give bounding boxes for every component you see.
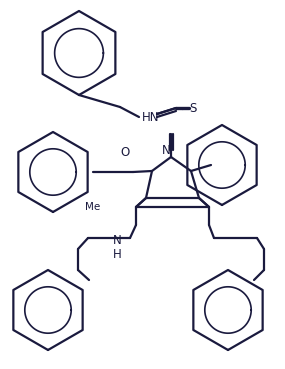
Text: O: O: [121, 146, 130, 159]
Text: H: H: [113, 248, 122, 261]
Text: N: N: [113, 234, 122, 246]
Text: S: S: [189, 101, 196, 114]
Text: Me: Me: [85, 202, 100, 212]
Text: N: N: [162, 144, 171, 156]
Text: HN: HN: [142, 110, 160, 124]
